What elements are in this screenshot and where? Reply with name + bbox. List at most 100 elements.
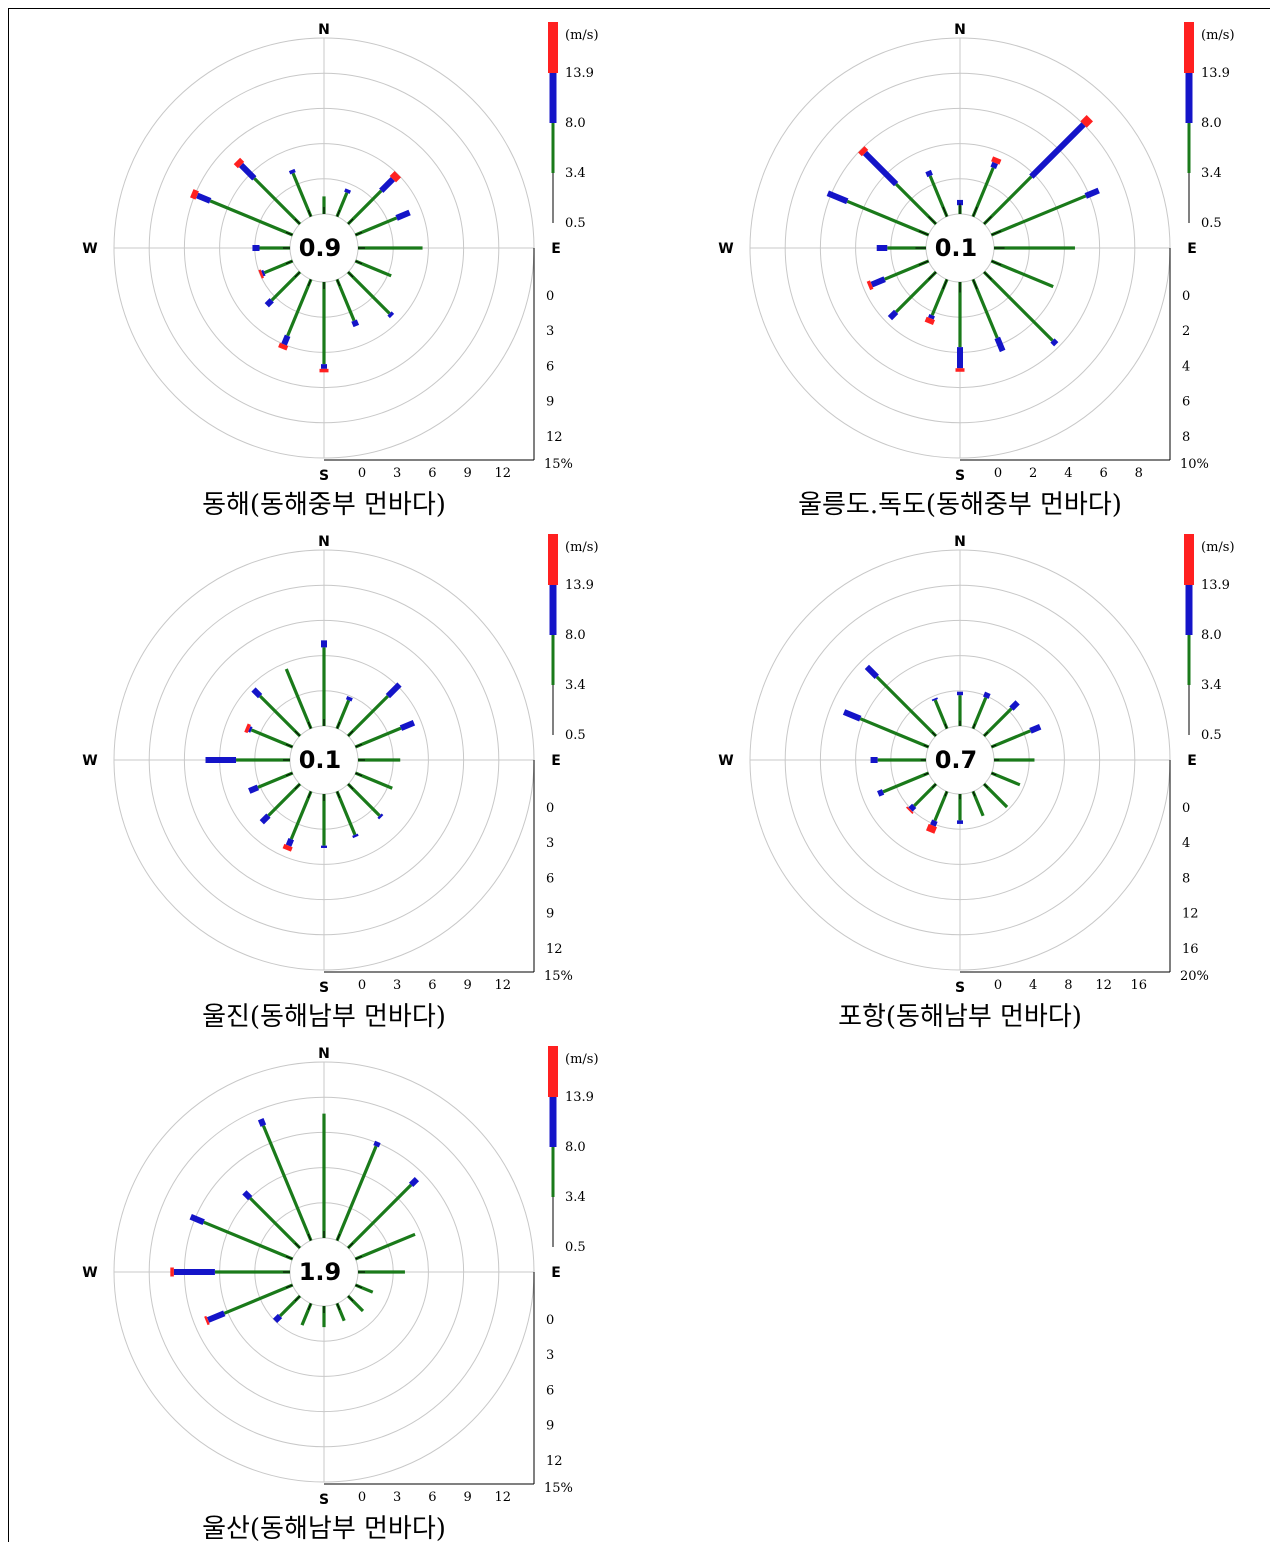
bar-SSE-light-segment	[335, 790, 357, 836]
y-tick-label: 9	[546, 395, 554, 410]
bar-SSW-moderate-segment	[930, 819, 938, 827]
bar-SE-stem	[347, 783, 354, 790]
max-scale-label: 20%	[1180, 969, 1209, 984]
x-tick-label: 12	[495, 1490, 512, 1505]
calm-value: 0.7	[935, 746, 978, 774]
bar-NE-light-segment	[982, 707, 1013, 738]
direction-label-w: W	[82, 1265, 97, 1281]
x-tick-label: 0	[358, 466, 366, 481]
bar-WNW-stem	[285, 743, 293, 748]
bar-SSW-moderate-segment	[928, 314, 935, 320]
bar-WNW-moderate-segment	[196, 192, 212, 204]
direction-label-n: N	[318, 534, 330, 550]
direction-label-w: W	[718, 753, 733, 769]
bar-WSW-stem	[918, 260, 929, 266]
x-tick-label: 6	[428, 1490, 436, 1505]
bar-NE-light-segment	[346, 189, 383, 226]
y-tick-label: 6	[546, 871, 554, 886]
max-scale-label: 15%	[544, 969, 573, 984]
bar-WSW-moderate-segment	[870, 276, 886, 288]
bar-SE-stem	[983, 783, 989, 789]
bar-ENE-moderate-segment	[399, 719, 416, 731]
wind-rose-pohang: N E S W 0.7 0 0 4 4 8 8 12 12 16 16 20% (m/s) 13.9 8.0 3.4 0…	[718, 534, 1235, 996]
direction-label-s: S	[319, 980, 329, 996]
bar-WSW-stem	[285, 260, 293, 265]
bar-NNE-stem	[336, 209, 341, 217]
max-scale-label: 10%	[1180, 457, 1209, 472]
bar-ENE-moderate-segment	[395, 209, 411, 221]
y-tick-label: 12	[1182, 907, 1199, 922]
bar-NW-moderate-segment	[242, 1190, 253, 1201]
bar-ENE-light-segment	[354, 216, 398, 237]
y-tick-label: 0	[546, 1313, 554, 1328]
bar-SSW-stem	[942, 279, 948, 290]
bar-NNE-moderate-segment	[373, 1140, 381, 1148]
legend-unit: (m/s)	[565, 540, 599, 555]
x-tick-label: 3	[393, 978, 401, 993]
bar-NW-stem	[294, 218, 301, 225]
y-tick-label: 8	[1182, 430, 1190, 445]
bar-NE-stem	[347, 730, 354, 737]
bar-ESE-stem	[355, 260, 363, 265]
direction-label-n: N	[954, 534, 966, 550]
y-tick-label: 0	[1182, 289, 1190, 304]
x-tick-label: 12	[495, 466, 512, 481]
legend-threshold: 13.9	[565, 1090, 594, 1105]
y-tick-label: 0	[1182, 801, 1190, 816]
calm-value: 1.9	[299, 1258, 342, 1286]
caption-uljin: 울진(동해남부 먼바다)	[202, 1002, 446, 1032]
bar-WNW-moderate-segment	[248, 726, 253, 733]
bar-NNW-moderate-segment	[257, 1118, 267, 1127]
bar-NNW-stem	[307, 1233, 312, 1241]
bar-NNW-moderate-segment	[931, 697, 938, 702]
bar-WNW-strong-segment	[244, 723, 251, 734]
bar-NE-stem	[983, 216, 992, 225]
bar-WSW-moderate-segment	[877, 789, 885, 797]
y-tick-label: 4	[1182, 359, 1190, 374]
bar-SW-strong-segment	[906, 806, 914, 814]
bar-WSW-moderate-segment	[206, 1310, 226, 1323]
x-tick-label: 3	[393, 1490, 401, 1505]
bar-SSE-stem	[336, 1303, 341, 1311]
y-tick-label: 6	[546, 359, 554, 374]
wind-rose-ulleungdo-dokdo: N E S W 0.1 0 0 2 2 4 4 6 6 8 8 10% (m/s) 13.9 8.0 3.4 0.5	[718, 22, 1235, 484]
x-tick-label: 0	[358, 1490, 366, 1505]
bar-NW-moderate-segment	[251, 687, 263, 699]
bar-SE-light-segment	[982, 782, 1009, 809]
bar-ENE-stem	[355, 231, 363, 236]
bar-ENE-moderate-segment	[1084, 187, 1100, 199]
wind-rose-uljin: N E S W 0.1 0 0 3 3 6 6 9 9 12 12 15% (m/s) 13.9 8.0 3.4 0.5	[82, 534, 599, 996]
x-tick-label: 8	[1064, 978, 1072, 993]
bar-NNE-light-segment	[971, 697, 988, 730]
direction-label-s: S	[955, 468, 965, 484]
bar-SSE-light-segment	[335, 278, 356, 322]
bar-SSE-stem	[336, 279, 341, 287]
bar-NW-moderate-segment	[238, 162, 257, 181]
bar-NNW-stem	[307, 209, 312, 217]
legend-threshold: 3.4	[1201, 166, 1222, 181]
bar-ESE-stem	[991, 260, 1002, 266]
bar-NE-strong-segment	[389, 170, 402, 183]
x-tick-label: 6	[1099, 466, 1107, 481]
bar-SE-light-segment	[346, 782, 381, 817]
bar-WNW-light-segment	[203, 1220, 294, 1261]
direction-label-s: S	[319, 468, 329, 484]
bar-NE-stem	[983, 731, 989, 737]
bar-NNE-light-segment	[335, 1145, 378, 1242]
bar-NE-light-segment	[982, 175, 1033, 226]
bar-SW-stem	[294, 271, 301, 278]
x-tick-label: 9	[463, 466, 471, 481]
bar-SSW-light-segment	[286, 278, 313, 337]
bar-NW-stem	[294, 730, 301, 737]
y-tick-label: 9	[546, 1419, 554, 1434]
bar-ESE-stem	[355, 1284, 363, 1289]
bar-SW-moderate-segment	[887, 309, 899, 321]
bar-SE-stem	[347, 1295, 354, 1302]
bar-NE-stem	[347, 218, 354, 225]
bar-NW-light-segment	[875, 675, 938, 738]
y-tick-label: 12	[546, 430, 563, 445]
bar-NNE-stem	[972, 723, 976, 729]
bar-NNW-stem	[944, 723, 948, 729]
bar-SSW-moderate-segment	[281, 334, 291, 346]
bar-SW-stem	[294, 1295, 301, 1302]
